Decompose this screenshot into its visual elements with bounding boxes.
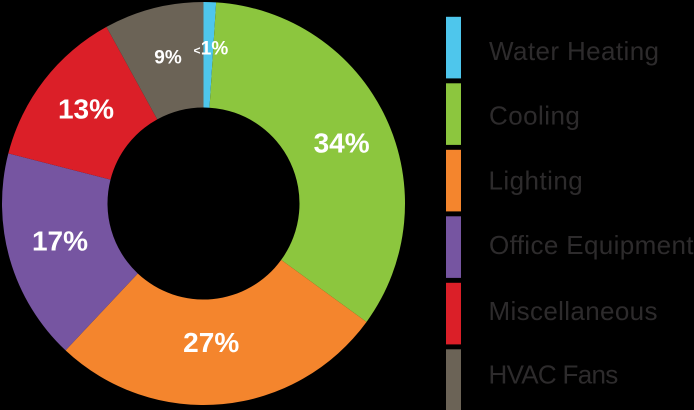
svg-text:Cooling: Cooling [489, 101, 580, 131]
svg-text:Water Heating: Water Heating [489, 36, 659, 66]
svg-text:1%: 1% [201, 39, 229, 60]
svg-text:<: < [193, 44, 200, 58]
svg-text:Office Equipment: Office Equipment [489, 230, 694, 260]
svg-text:34%: 34% [314, 128, 370, 159]
svg-text:HVAC Fans: HVAC Fans [489, 360, 619, 390]
svg-text:27%: 27% [183, 327, 239, 358]
svg-text:13%: 13% [58, 94, 114, 125]
svg-text:Lighting: Lighting [489, 165, 584, 195]
svg-text:17%: 17% [32, 226, 88, 257]
svg-text:Miscellaneous: Miscellaneous [489, 296, 658, 326]
svg-text:9%: 9% [154, 48, 182, 69]
